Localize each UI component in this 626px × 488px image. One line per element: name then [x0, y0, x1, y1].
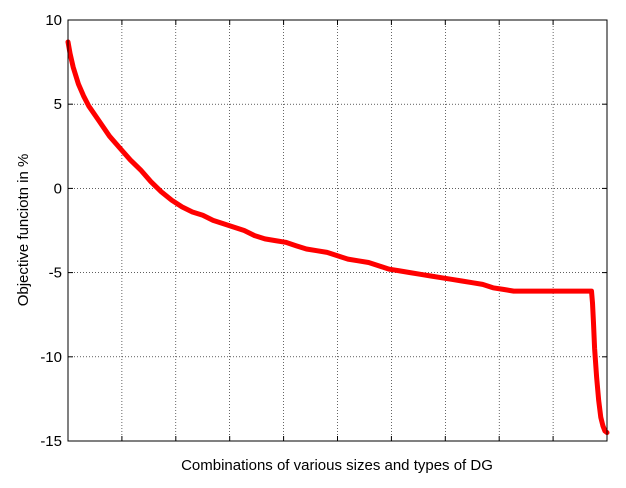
series-layer — [65, 39, 610, 436]
y-tick-label: 5 — [54, 96, 62, 113]
y-tick-label: -15 — [40, 433, 62, 450]
y-axis-label: Objective funciotn in % — [15, 154, 32, 307]
plot-frame — [67, 19, 608, 442]
y-tick-label: -10 — [40, 349, 62, 366]
grid-layer — [68, 20, 607, 441]
y-tick-label: 0 — [54, 180, 62, 197]
x-axis-label: Combinations of various sizes and types … — [181, 457, 493, 474]
series-line — [65, 39, 610, 436]
y-tick-label: -5 — [49, 265, 62, 282]
y-tick-label: 10 — [45, 12, 62, 29]
